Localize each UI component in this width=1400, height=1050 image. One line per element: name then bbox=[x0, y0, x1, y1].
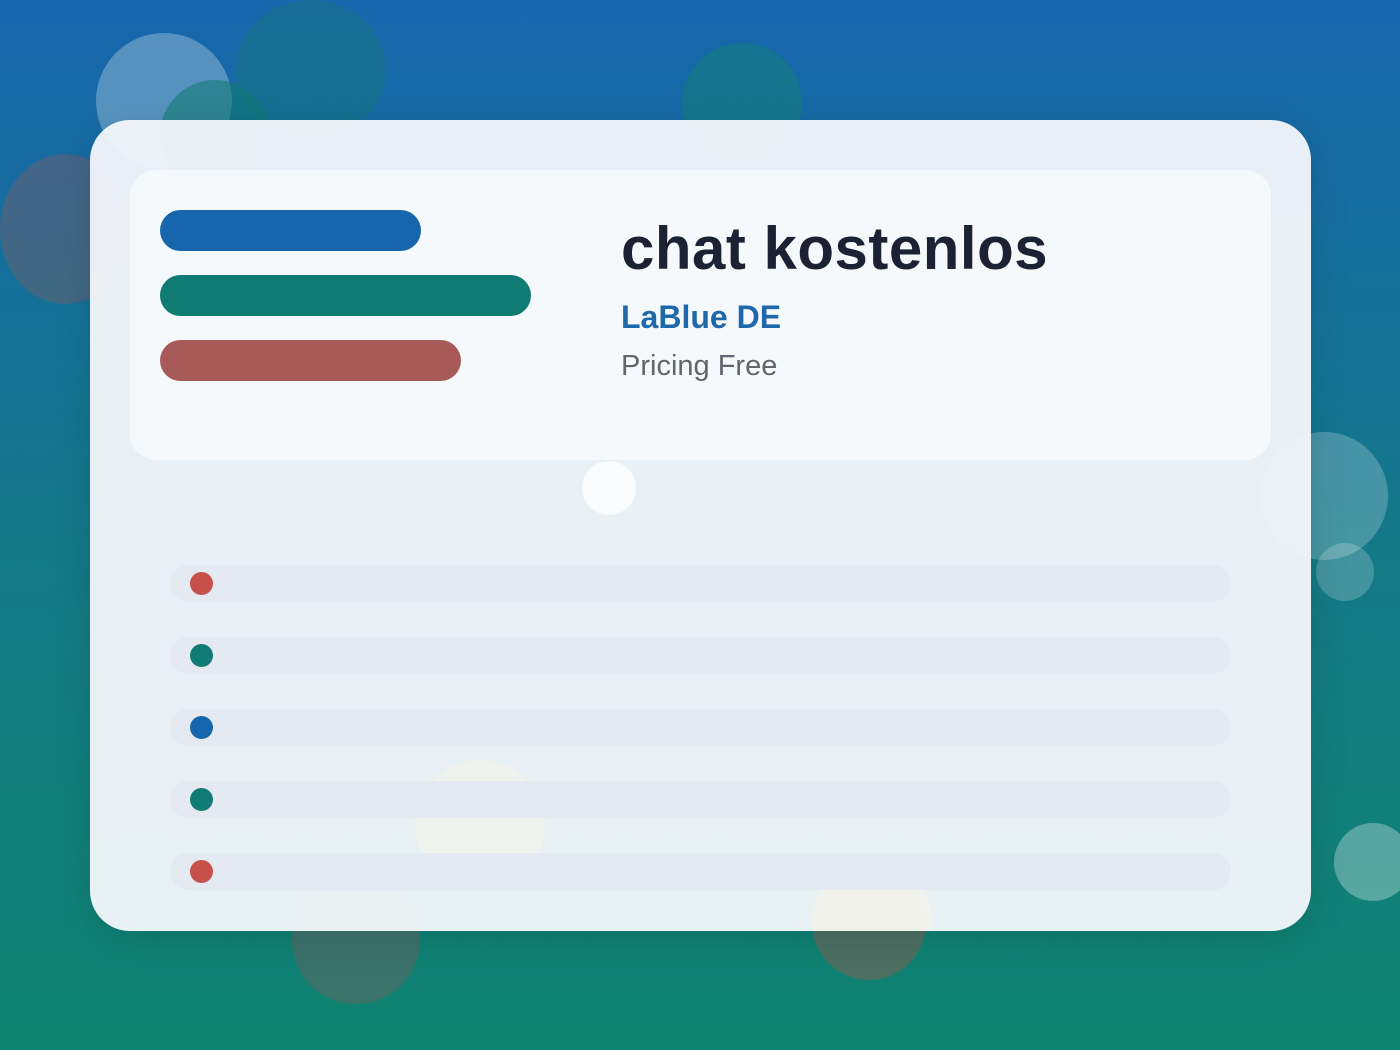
content-card: chat kostenlos LaBlue DE Pricing Free bbox=[90, 120, 1311, 931]
background-bubble bbox=[1316, 543, 1374, 601]
list-item bbox=[170, 781, 1231, 818]
list-item bbox=[170, 709, 1231, 746]
accent-bar-teal bbox=[160, 275, 531, 316]
brand-link[interactable]: LaBlue DE bbox=[621, 299, 782, 335]
card-glow bbox=[582, 461, 636, 515]
list-item bbox=[170, 853, 1231, 890]
page-title: chat kostenlos bbox=[621, 215, 1049, 282]
status-dot-icon bbox=[190, 572, 213, 595]
status-dot-icon bbox=[190, 644, 213, 667]
background-bubble bbox=[1334, 823, 1400, 901]
status-dot-icon bbox=[190, 860, 213, 883]
header-panel: chat kostenlos LaBlue DE Pricing Free bbox=[130, 170, 1271, 460]
pricing-label: Pricing Free bbox=[621, 350, 778, 382]
list-item bbox=[170, 637, 1231, 674]
status-dot-icon bbox=[190, 788, 213, 811]
status-dot-icon bbox=[190, 716, 213, 739]
list-item bbox=[170, 565, 1231, 602]
accent-bar-red bbox=[160, 340, 461, 381]
accent-bar-blue bbox=[160, 210, 421, 251]
